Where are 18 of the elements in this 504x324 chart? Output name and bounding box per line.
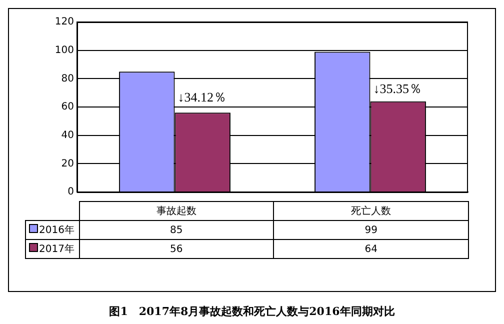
data-label: 64 bbox=[274, 240, 468, 258]
y-tick-label: 100 bbox=[54, 44, 74, 56]
data-label: 56 bbox=[79, 240, 274, 258]
data-label: 85 bbox=[79, 220, 274, 240]
legend-label: 2017年 bbox=[26, 240, 79, 258]
legend-label: 2016年 bbox=[26, 220, 79, 240]
y-tick-label: 40 bbox=[61, 130, 74, 141]
annotation: ↓35.35％ bbox=[373, 81, 422, 96]
x-tick-label: 事故起数 bbox=[79, 202, 274, 220]
y-tick-label: 60 bbox=[61, 102, 74, 113]
y-tick-label: 20 bbox=[61, 158, 74, 170]
y-tick-label: 0 bbox=[68, 186, 74, 198]
y-tick-label: 120 bbox=[54, 16, 74, 28]
data-label: 99 bbox=[274, 220, 468, 240]
text: 图1 2017年8月事故起数和死亡人数与2016年同期对比 bbox=[108, 304, 396, 319]
x-tick-label: 死亡人数 bbox=[274, 202, 468, 220]
y-tick-label: 80 bbox=[61, 73, 74, 84]
annotation: ↓34.12％ bbox=[178, 90, 226, 105]
